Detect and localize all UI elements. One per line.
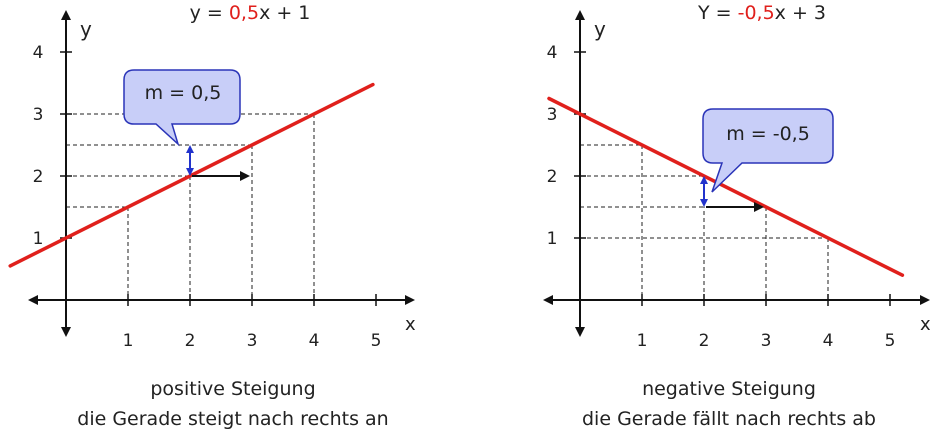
x-tick-label-4: 4 [823, 331, 834, 351]
caption-right-line-1: negative Steigung [642, 378, 816, 400]
equation-right-coef: -0,5 [737, 2, 775, 24]
chart-right: 1 2 3 4 5 1 2 3 4 x y [543, 10, 931, 351]
y-axis-label: y [80, 17, 92, 41]
caption-left-line-1: positive Steigung [150, 378, 316, 400]
y-tick-label-4: 4 [547, 43, 558, 63]
y-axis-label: y [594, 17, 606, 41]
callout-right-text: m = -0,5 [726, 123, 810, 145]
callout-bubble [123, 69, 241, 147]
y-tick-label-3: 3 [33, 105, 44, 125]
equation-left-coef: 0,5 [228, 2, 260, 24]
x-tick-label-2: 2 [699, 331, 710, 351]
caption-right-line-2: die Gerade fällt nach rechts ab [582, 408, 876, 430]
chart-left: 1 2 3 4 5 1 2 3 4 x y [8, 10, 416, 351]
callout-left-text: m = 0,5 [144, 82, 222, 104]
x-tick-label-5: 5 [371, 331, 382, 351]
x-axis-label: x [405, 314, 416, 335]
y-tick-label-2: 2 [547, 167, 558, 187]
y-tick-label-2: 2 [33, 167, 44, 187]
caption-right: negative Steigung die Gerade fällt nach … [496, 374, 932, 434]
function-line [547, 96, 905, 277]
caption-left: positive Steigung die Gerade steigt nach… [0, 374, 466, 434]
y-tick-label-4: 4 [33, 43, 44, 63]
callout-bubble [702, 108, 834, 193]
equation-right: Y = -0,5x + 3 [697, 2, 827, 24]
x-tick-label-1: 1 [637, 331, 648, 351]
x-tick-label-5: 5 [885, 331, 896, 351]
x-tick-label-2: 2 [185, 331, 196, 351]
x-tick-label-3: 3 [247, 331, 258, 351]
equation-left: y = 0,5x + 1 [189, 2, 311, 24]
y-tick-label-3: 3 [547, 105, 558, 125]
y-tick-label-1: 1 [547, 229, 558, 249]
caption-left-line-2: die Gerade steigt nach rechts an [77, 408, 389, 430]
x-tick-label-4: 4 [309, 331, 320, 351]
y-tick-label-1: 1 [33, 229, 44, 249]
x-axis-label: x [920, 314, 931, 335]
x-tick-label-1: 1 [123, 331, 134, 351]
x-tick-label-3: 3 [761, 331, 772, 351]
